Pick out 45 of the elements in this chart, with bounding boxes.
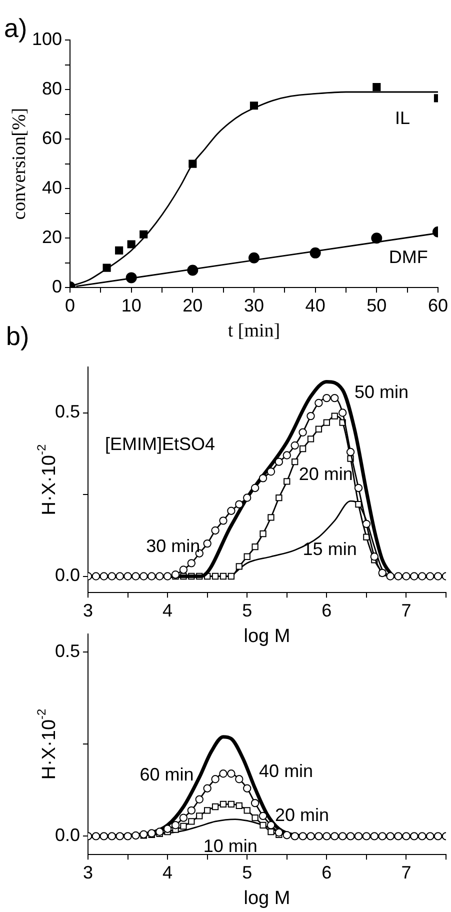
x-tick-label: 4 [162,862,173,882]
x-tick-label: 40 [305,295,326,316]
series-label: 50 min [354,382,409,402]
y-tick-label: 20 [42,227,62,248]
x-tick-label: 10 [121,295,142,316]
series-label: 30 min [146,536,200,556]
x-tick-label: 50 [366,295,387,316]
y-tick-label: 60 [42,128,62,148]
x-tick-label: 3 [82,600,94,620]
y-tick-label: 0.5 [54,641,80,662]
x-tick-label: 7 [401,600,412,620]
series-label: 10 min [203,836,258,856]
x-tick-label: 3 [82,862,94,882]
x-tick-label: 20 [182,295,203,316]
y-tick-label: 40 [42,178,62,198]
x-tick-label: 6 [322,600,332,620]
x-tick-label: 60 [428,295,448,316]
series-label: 15 min [302,539,357,560]
x-tick-label: 4 [162,600,173,620]
y-axis-title: H·X·10-2 [34,708,60,780]
x-tick-label: 5 [242,862,252,882]
x-axis-title: log M [244,626,290,647]
series-label: DMF [388,246,428,267]
x-tick-label: 5 [242,600,252,620]
x-tick-label: 7 [401,862,412,882]
y-tick-label: 0.5 [54,402,80,422]
annotation: [EMIM]EtSO4 [105,434,216,454]
x-tick-label: 30 [244,295,264,316]
y-tick-label: 0.0 [54,565,80,586]
x-tick-label: 6 [322,862,332,882]
series-label: 40 min [259,760,314,781]
y-axis-title: conversion[%] [8,108,30,220]
y-tick-label: 0.0 [54,825,80,846]
y-axis-title: H·X·10-2 [34,444,60,516]
x-axis-title: log M [244,888,290,909]
y-tick-label: 100 [32,28,62,49]
series-label: 20 min [274,804,329,825]
series-label: 20 min [298,464,353,484]
y-tick-label: 0 [52,276,62,297]
series-label: 60 min [140,764,194,784]
y-tick-label: 80 [42,78,62,98]
series-label: IL [395,108,410,128]
text: b) [6,321,30,352]
text: a) [4,13,28,44]
x-axis-title: t [min] [228,320,280,342]
